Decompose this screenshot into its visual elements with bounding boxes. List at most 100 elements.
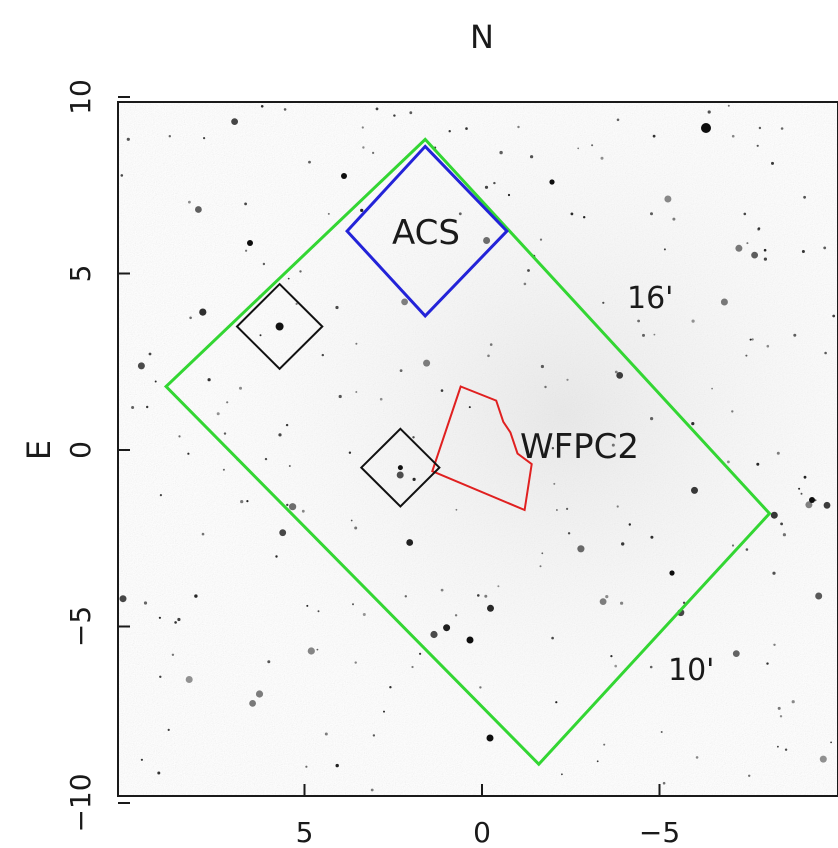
star — [801, 250, 805, 253]
star — [399, 369, 403, 372]
star — [245, 249, 248, 252]
star — [362, 146, 365, 149]
star — [763, 248, 767, 252]
star — [732, 650, 740, 657]
star — [143, 601, 148, 605]
bright-star — [341, 173, 347, 179]
star — [616, 505, 619, 508]
star — [177, 617, 181, 622]
star — [603, 743, 606, 746]
y-tick-label: −5 — [64, 606, 97, 647]
star — [406, 539, 414, 546]
star — [507, 193, 511, 197]
star — [758, 126, 762, 130]
star — [306, 604, 309, 607]
star — [262, 262, 266, 266]
star — [830, 741, 832, 744]
star — [316, 648, 319, 651]
north-label: N — [470, 18, 494, 56]
star — [419, 652, 422, 655]
star — [771, 161, 774, 165]
star — [194, 594, 198, 598]
star — [776, 451, 780, 455]
star — [539, 238, 543, 241]
star — [207, 378, 211, 382]
star — [411, 665, 414, 669]
star — [691, 422, 695, 426]
star — [187, 452, 190, 455]
star — [275, 555, 278, 558]
star — [195, 206, 202, 213]
star — [784, 748, 788, 751]
star — [539, 565, 542, 568]
star — [255, 690, 264, 698]
star — [148, 352, 152, 356]
star — [743, 212, 747, 216]
star — [611, 443, 615, 447]
star — [244, 202, 248, 206]
star — [756, 144, 759, 147]
star — [823, 501, 831, 509]
star — [140, 758, 143, 761]
star — [756, 462, 760, 466]
star — [335, 763, 339, 768]
star — [317, 610, 320, 613]
star — [652, 134, 656, 138]
star — [455, 508, 458, 511]
star — [307, 647, 315, 655]
star — [404, 595, 407, 598]
star — [324, 732, 328, 736]
star — [748, 774, 751, 777]
star — [814, 499, 817, 502]
star — [440, 588, 444, 592]
bright-star — [669, 570, 675, 576]
star — [577, 147, 580, 150]
marker-star-1 — [275, 322, 284, 331]
east-label: E — [20, 440, 58, 460]
star — [379, 397, 383, 401]
background-stars — [119, 104, 836, 792]
star — [832, 314, 836, 318]
star — [126, 137, 130, 141]
star — [203, 137, 206, 140]
y-tick-label: 0 — [64, 441, 97, 459]
bright-star — [486, 734, 494, 742]
star — [691, 486, 698, 494]
star — [120, 174, 124, 177]
star — [731, 410, 734, 413]
star — [664, 195, 672, 203]
star — [566, 378, 569, 381]
star — [159, 494, 162, 497]
star — [772, 571, 776, 575]
star — [605, 595, 609, 599]
star — [782, 533, 787, 537]
star — [777, 706, 781, 710]
star — [660, 731, 663, 733]
x-tick-label: 0 — [473, 816, 491, 848]
star — [805, 501, 813, 509]
star — [355, 342, 358, 345]
star — [770, 511, 778, 519]
star — [523, 282, 527, 286]
star — [372, 151, 375, 154]
star — [530, 155, 534, 159]
star — [803, 475, 807, 479]
star — [430, 630, 438, 639]
y-tick-label: 5 — [64, 265, 97, 283]
star — [540, 364, 545, 369]
star — [567, 532, 571, 535]
star — [226, 401, 229, 404]
long-side-dimension: 16' — [627, 281, 673, 316]
star — [216, 412, 220, 416]
star — [201, 532, 205, 536]
x-tick-label: 5 — [296, 816, 314, 848]
star — [749, 338, 752, 341]
star — [283, 108, 287, 111]
star — [793, 333, 797, 337]
star — [239, 386, 242, 390]
star — [649, 665, 653, 669]
star — [556, 509, 558, 511]
star — [620, 601, 624, 605]
star — [695, 756, 699, 759]
